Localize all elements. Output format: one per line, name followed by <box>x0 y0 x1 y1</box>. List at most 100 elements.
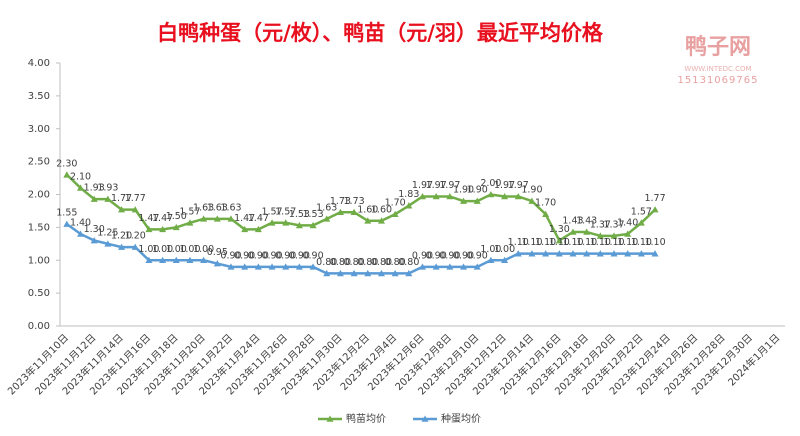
data-label: 0.80 <box>385 257 406 268</box>
data-label: 1.10 <box>521 237 542 248</box>
data-label: 1.10 <box>590 237 611 248</box>
data-point <box>213 215 221 222</box>
data-point <box>350 269 358 277</box>
data-point <box>473 197 481 204</box>
data-label: 0.95 <box>207 247 228 258</box>
data-label: 0.90 <box>289 250 310 261</box>
data-label: 1.90 <box>453 185 474 196</box>
data-point <box>90 237 98 244</box>
data-label: 1.30 <box>84 224 105 235</box>
data-label: 1.55 <box>56 208 77 219</box>
data-point <box>295 221 303 229</box>
y-tick-label: 0.00 <box>28 321 50 332</box>
data-point <box>446 192 454 200</box>
data-point <box>460 197 468 204</box>
data-point <box>268 263 276 270</box>
data-point <box>282 219 290 226</box>
data-label: 1.43 <box>576 215 597 226</box>
data-label: 1.73 <box>344 196 365 207</box>
data-point <box>514 192 522 200</box>
data-label: 1.77 <box>125 193 146 204</box>
data-point <box>364 217 372 224</box>
data-label: 2.30 <box>56 158 77 169</box>
data-label: 1.93 <box>97 183 118 194</box>
data-point <box>200 256 208 264</box>
y-tick-label: 4.00 <box>28 58 50 69</box>
data-label: 1.37 <box>590 219 611 230</box>
y-tick-label: 2.50 <box>28 157 50 168</box>
data-label: 1.00 <box>138 244 159 255</box>
data-point <box>419 263 426 270</box>
data-label: 1.53 <box>302 209 323 220</box>
data-label: 1.63 <box>220 202 241 213</box>
data-point <box>583 250 591 257</box>
y-tick-label: 3.50 <box>28 91 50 102</box>
data-point <box>405 269 413 277</box>
data-point <box>172 256 180 264</box>
data-label: 1.97 <box>426 180 447 191</box>
data-label: 1.90 <box>467 185 488 196</box>
data-label: 0.80 <box>344 257 365 268</box>
data-label: 0.80 <box>371 257 392 268</box>
data-label: 1.10 <box>576 237 597 248</box>
data-point <box>637 250 645 257</box>
data-label: 1.00 <box>166 244 187 255</box>
data-point <box>200 215 208 222</box>
data-point <box>159 256 167 264</box>
data-point <box>282 263 290 270</box>
data-label: 2.10 <box>70 171 91 182</box>
data-point <box>377 269 385 277</box>
data-label: 1.97 <box>439 180 460 191</box>
data-label: 1.47 <box>248 213 269 224</box>
data-label: 1.37 <box>603 219 624 230</box>
data-label: 1.40 <box>617 217 638 228</box>
data-point <box>391 210 399 218</box>
data-point <box>159 225 167 233</box>
data-point <box>323 269 331 277</box>
legend-marker <box>421 415 429 422</box>
data-label: 1.57 <box>275 206 296 217</box>
data-point <box>186 219 194 226</box>
data-label: 0.90 <box>439 250 460 261</box>
watermark: 15131069765 <box>678 75 759 86</box>
watermark: WWW.INTEDC.COM <box>684 65 751 73</box>
data-label: 1.83 <box>398 189 419 200</box>
data-label: 1.57 <box>179 206 200 217</box>
data-point <box>131 243 139 250</box>
data-label: 1.10 <box>617 237 638 248</box>
data-label: 1.20 <box>111 231 132 242</box>
data-label: 0.90 <box>234 250 255 261</box>
data-point <box>542 250 550 257</box>
data-point <box>63 220 71 227</box>
data-label: 1.10 <box>535 237 556 248</box>
data-point <box>323 215 331 222</box>
data-point <box>227 215 235 222</box>
data-label: 1.63 <box>207 202 228 213</box>
data-point <box>542 210 550 218</box>
data-point <box>405 202 413 209</box>
data-point <box>77 184 85 191</box>
data-label: 0.90 <box>453 250 474 261</box>
data-point <box>336 208 344 216</box>
data-point <box>63 171 71 178</box>
y-tick-label: 3.00 <box>28 124 50 135</box>
data-point <box>377 217 385 224</box>
data-label: 0.90 <box>248 250 269 261</box>
data-label: 0.90 <box>412 250 433 261</box>
data-label: 0.90 <box>302 250 323 261</box>
data-point <box>624 230 632 237</box>
data-label: 1.60 <box>357 204 378 215</box>
data-label: 1.70 <box>535 198 556 209</box>
data-label: 1.63 <box>316 202 337 213</box>
data-label: 0.80 <box>330 257 351 268</box>
data-point <box>610 232 618 239</box>
data-point <box>309 221 317 229</box>
data-label: 1.00 <box>179 244 200 255</box>
data-point <box>637 219 645 226</box>
data-point <box>295 263 303 270</box>
y-tick-label: 1.50 <box>28 222 50 233</box>
y-tick-label: 0.50 <box>28 288 50 299</box>
data-point <box>583 228 591 235</box>
